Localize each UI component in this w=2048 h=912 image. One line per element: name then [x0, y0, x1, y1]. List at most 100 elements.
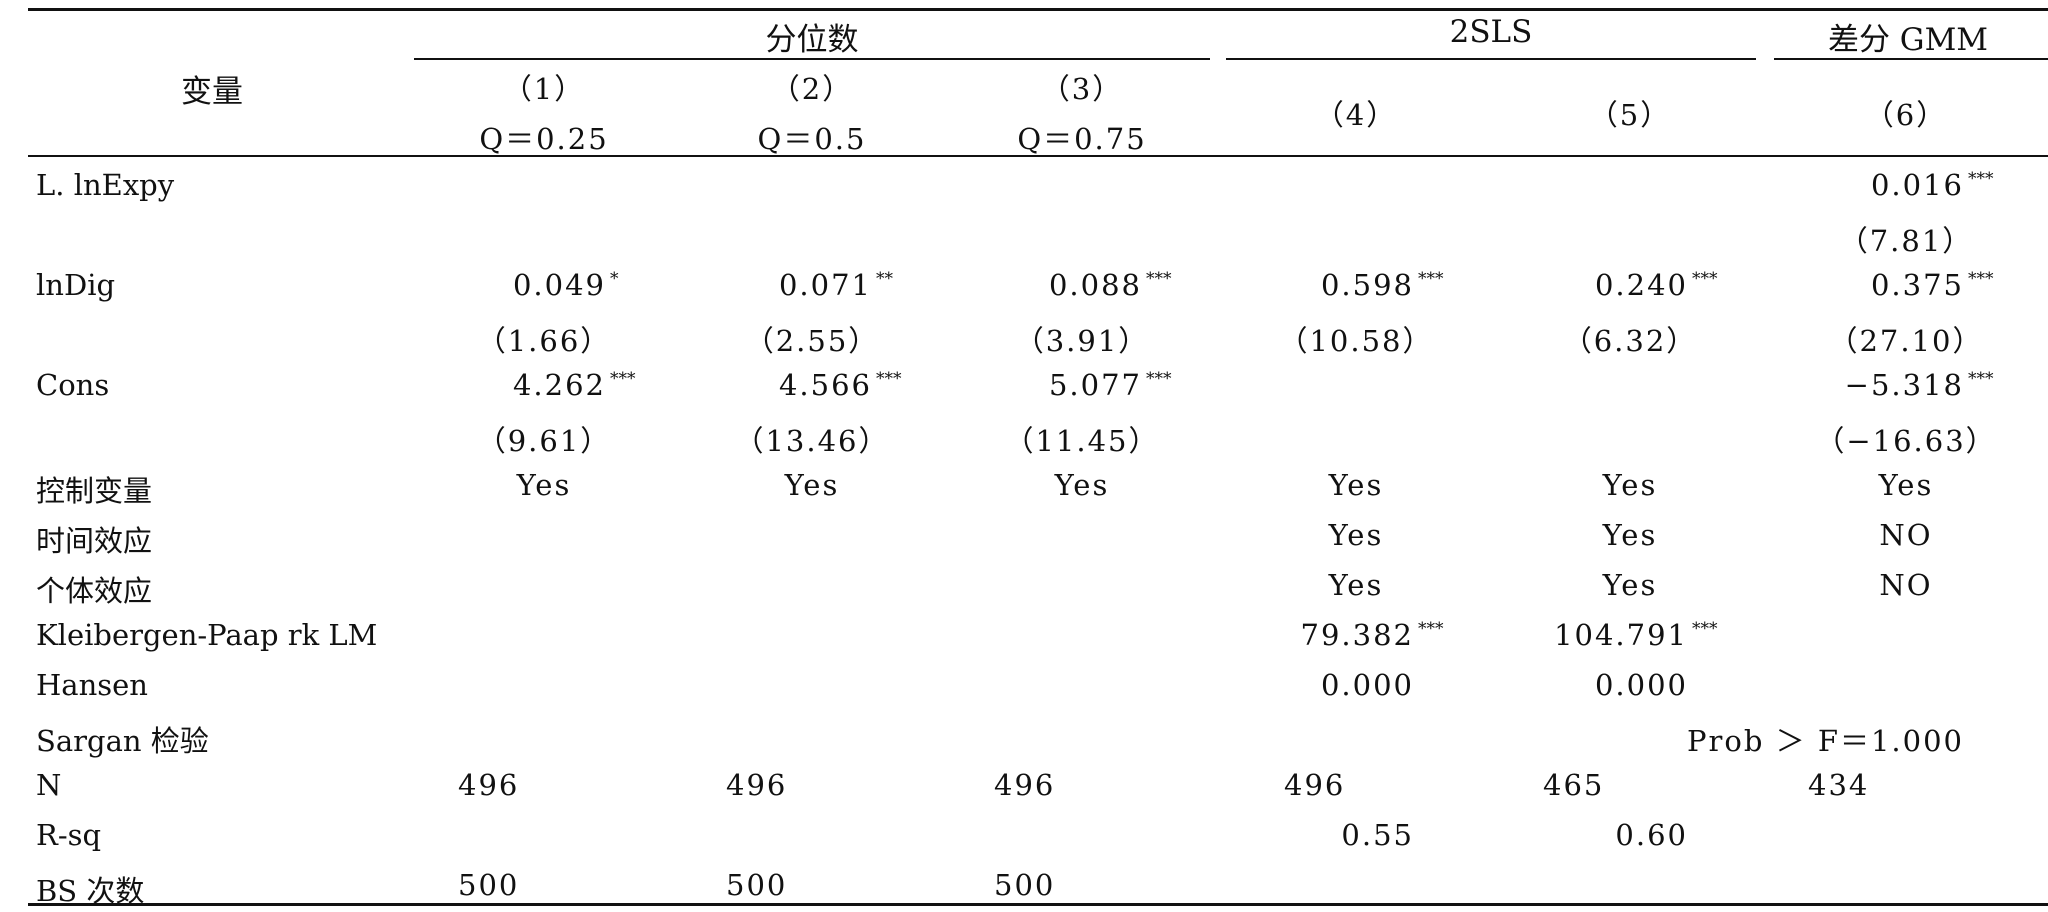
cell-value: 0.55	[1341, 818, 1414, 852]
header-rule	[28, 155, 2048, 157]
cell-value: 496	[994, 768, 1056, 802]
table-cell: （7.81）	[1839, 218, 1974, 260]
significance-stars: ***	[1968, 169, 1994, 190]
column-number: （1）	[502, 72, 586, 106]
table-cell: 79.382 ***	[1301, 618, 1444, 652]
row-label: 时间效应	[36, 524, 153, 558]
table-cell: 496	[458, 768, 519, 802]
table-cell: 0.049 *	[513, 268, 619, 302]
group-header-gmm: 差分 GMM	[1827, 22, 1989, 58]
cell-value: 500	[994, 868, 1056, 902]
table-cell: （10.58）	[1278, 318, 1433, 360]
group-rule-gmm	[1774, 58, 2048, 60]
group-header-quantile: 分位数	[765, 22, 859, 58]
row-label: Cons	[36, 368, 110, 402]
cell-value: Yes	[784, 468, 840, 502]
cell-value: 0.000	[1320, 668, 1414, 702]
bottom-rule	[28, 903, 2048, 906]
significance-stars: ***	[1418, 269, 1444, 290]
cell-value: Yes	[1328, 468, 1384, 502]
table-cell: Yes	[1329, 468, 1384, 502]
table-cell: NO	[1879, 568, 1932, 602]
row-label: R-sq	[36, 818, 102, 852]
table-cell: （−16.63）	[1815, 418, 1996, 460]
row-label: BS 次数	[36, 874, 145, 908]
table-cell: 4.566 ***	[779, 368, 902, 402]
significance-stars: ***	[876, 369, 902, 390]
column-number: （4）	[1314, 98, 1398, 132]
cell-value: −5.318	[1844, 368, 1964, 402]
cell-value: 0.60	[1615, 818, 1688, 852]
table-cell: Yes	[517, 468, 572, 502]
cell-value: Yes	[1328, 518, 1384, 552]
significance-stars: ***	[1146, 269, 1172, 290]
cell-value: （3.91）	[1014, 324, 1150, 358]
significance-stars: ***	[610, 369, 636, 390]
cell-value: （11.45）	[1004, 424, 1160, 458]
group-rule-quantile	[414, 58, 1210, 60]
cell-value: 0.049	[512, 268, 606, 302]
cell-value: 0.598	[1320, 268, 1414, 302]
table-cell: （11.45）	[1004, 418, 1159, 460]
cell-value: （27.10）	[1828, 324, 1984, 358]
cell-value: 5.077	[1048, 368, 1142, 402]
row-label: Hansen	[36, 668, 148, 702]
cell-value: （10.58）	[1278, 324, 1434, 358]
table-cell: 0.000	[1321, 668, 1414, 702]
cell-value: 0.088	[1048, 268, 1142, 302]
cell-value: 496	[458, 768, 520, 802]
row-label: 个体效应	[36, 574, 153, 608]
table-cell: （9.61）	[477, 418, 612, 460]
cell-value: 0.240	[1594, 268, 1688, 302]
cell-value: 4.566	[778, 368, 872, 402]
table-cell: 496	[726, 768, 787, 802]
table-cell: Yes	[1603, 518, 1658, 552]
cell-value: Yes	[1602, 568, 1658, 602]
row-label: L. lnExpy	[36, 168, 175, 202]
row-label: N	[36, 768, 62, 802]
significance-stars: ***	[1692, 269, 1718, 290]
column-number: （3）	[1040, 72, 1124, 106]
cell-value: （13.46）	[734, 424, 890, 458]
table-cell: 0.016 ***	[1871, 168, 1994, 202]
cell-value: NO	[1879, 518, 1933, 552]
table-cell: （2.55）	[745, 318, 880, 360]
cell-value: 0.000	[1594, 668, 1688, 702]
column-number: （2）	[770, 72, 854, 106]
column-number: （6）	[1864, 98, 1948, 132]
cell-value: 496	[1284, 768, 1346, 802]
cell-value: Yes	[516, 468, 572, 502]
table-cell: NO	[1879, 518, 1932, 552]
row-label: Kleibergen-Paap rk LM	[36, 618, 378, 652]
table-cell: 0.071 **	[779, 268, 893, 302]
table-cell: 0.240 ***	[1595, 268, 1718, 302]
table-cell: 496	[1284, 768, 1345, 802]
cell-value: 434	[1808, 768, 1870, 802]
column-quantile-label: Q＝0.75	[1017, 122, 1147, 156]
column-quantile-label: Q＝0.25	[479, 122, 609, 156]
row-label: Sargan 检验	[36, 724, 209, 758]
table-cell: （13.46）	[734, 418, 889, 460]
table-cell: 500	[726, 868, 787, 902]
table-cell: Yes	[1329, 518, 1384, 552]
table-cell: 496	[994, 768, 1055, 802]
cell-value: （1.66）	[476, 324, 612, 358]
significance-stars: ***	[1692, 619, 1718, 640]
table-cell: 500	[458, 868, 519, 902]
table-cell: （6.32）	[1563, 318, 1698, 360]
table-cell: （27.10）	[1828, 318, 1983, 360]
cell-value: Yes	[1602, 518, 1658, 552]
cell-value: 465	[1543, 768, 1605, 802]
table-cell: 465	[1543, 768, 1604, 802]
cell-value: Yes	[1054, 468, 1110, 502]
row-label: 控制变量	[36, 474, 153, 508]
cell-value: （2.55）	[744, 324, 880, 358]
cell-value: （−16.63）	[1815, 424, 1997, 458]
group-header-2sls: 2SLS	[1449, 14, 1533, 50]
cell-value: 79.382	[1300, 618, 1414, 652]
table-cell: Yes	[1055, 468, 1110, 502]
table-cell: 0.375 ***	[1871, 268, 1994, 302]
cell-value: （7.81）	[1838, 224, 1974, 258]
table-cell: Yes	[1603, 568, 1658, 602]
group-rule-2sls	[1226, 58, 1756, 60]
